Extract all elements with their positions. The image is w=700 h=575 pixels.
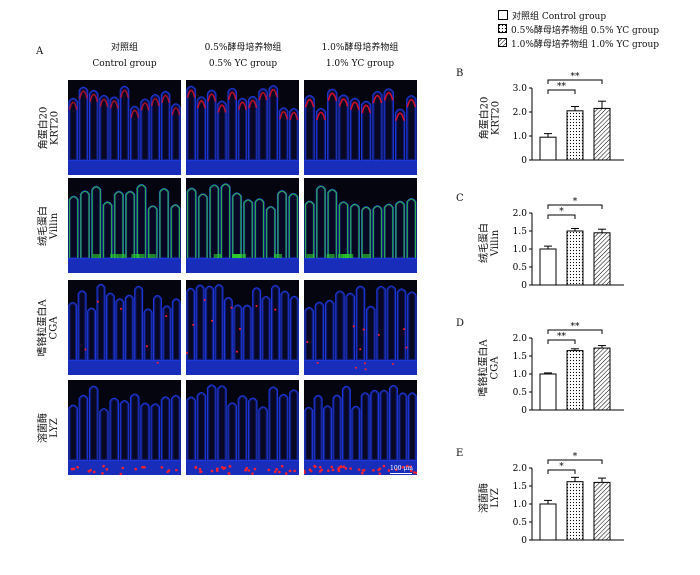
y-tick-label: 2.0 (513, 108, 528, 118)
micrograph-lyz-2 (304, 380, 417, 475)
micrograph-villin-2 (304, 178, 417, 273)
significance-label: ** (557, 332, 567, 342)
micrograph-villin-1 (186, 178, 299, 273)
y-tick-label: 1.5 (513, 482, 528, 492)
y-tick-label: 3.0 (513, 84, 528, 94)
row-label-cga: 嗜铬粒蛋白A CGA (38, 298, 61, 357)
y-tick-label: 0 (521, 156, 527, 166)
significance-label: * (559, 207, 564, 217)
significance-bracket (547, 329, 603, 334)
chart-letter: E (456, 448, 464, 459)
significance-label: * (573, 452, 578, 462)
row-label-lyz: 溶菌酶 LYZ (38, 412, 60, 443)
y-tick-label: 0 (521, 536, 527, 546)
legend-item-control: 对照组 Control group (498, 8, 659, 22)
bar-control (539, 248, 557, 286)
y-tick-label: 1.0 (513, 500, 528, 510)
bar-05yc (566, 230, 584, 286)
significance-bracket (547, 214, 576, 219)
panel-a-letter: A (36, 46, 44, 57)
bar-05yc (566, 481, 584, 541)
y-tick-label: 0.5 (513, 518, 528, 528)
y-tick-label: 0.5 (513, 263, 528, 273)
y-tick-label: 1.0 (513, 370, 528, 380)
bar-control (539, 503, 557, 541)
y-tick-label: 1.5 (513, 227, 528, 237)
significance-bracket (547, 469, 576, 474)
significance-bracket (547, 459, 603, 464)
chart-b: B 角蛋白20 KRT20 0 1.0 2.0 3.0 ** ** (456, 68, 658, 170)
bar-10yc (593, 347, 611, 411)
y-tick-label: 0.5 (513, 388, 528, 398)
legend-swatch-dots (498, 24, 507, 33)
y-tick-label: 0 (521, 406, 527, 416)
row-label-villin: 绒毛蛋白 Villin (38, 205, 60, 246)
significance-label: ** (571, 72, 581, 82)
micrograph-villin-0 (68, 178, 181, 273)
y-tick-label: 1.0 (513, 132, 528, 142)
y-tick-label: 2.0 (513, 334, 528, 344)
chart-letter: D (456, 318, 465, 329)
legend-item-10yc: 1.0%酵母培养物组 1.0% YC group (498, 36, 659, 50)
significance-bracket (547, 204, 603, 209)
chart-letter: C (456, 193, 464, 204)
bar-control (539, 136, 557, 161)
y-tick-label: 2.0 (513, 464, 528, 474)
column-header-control: 对照组 Control group (92, 43, 157, 69)
y-tick-label: 0 (521, 281, 527, 291)
legend-item-05yc: 0.5%酵母培养物组 0.5% YC group (498, 22, 659, 36)
bar-05yc (566, 110, 584, 161)
chart-letter: B (456, 68, 464, 79)
micrograph-krt20-0 (68, 80, 181, 175)
significance-bracket (547, 79, 603, 84)
micrograph-krt20-2 (304, 80, 417, 175)
chart-e: E 溶菌酶 LYZ 0 0.5 1.0 1.5 2.0 * * (456, 448, 658, 550)
significance-label: ** (571, 322, 581, 332)
y-tick-label: 2.0 (513, 209, 528, 219)
scale-bar: 100 μm (390, 465, 413, 474)
column-header-10yc: 1.0%酵母培养物组 1.0% YC group (321, 43, 399, 69)
chart-c: C 绒毛蛋白 Villin 0 0.5 1.0 1.5 2.0 * * (456, 193, 658, 295)
micrograph-cga-1 (186, 280, 299, 375)
bar-control (539, 373, 557, 411)
legend: 对照组 Control group 0.5%酵母培养物组 0.5% YC gro… (498, 8, 659, 50)
micrograph-lyz-1 (186, 380, 299, 475)
significance-bracket (547, 89, 576, 94)
micrograph-cga-0 (68, 280, 181, 375)
bar-10yc (593, 481, 611, 541)
row-label-krt20: 角蛋白20 KRT20 (38, 106, 61, 149)
column-header-05yc: 0.5%酵母培养物组 0.5% YC group (204, 43, 282, 69)
significance-label: * (559, 462, 564, 472)
y-tick-label: 1.0 (513, 245, 528, 255)
legend-swatch-plain (498, 10, 508, 20)
y-tick-label: 1.5 (513, 352, 528, 362)
micrograph-cga-2 (304, 280, 417, 375)
micrograph-lyz-0 (68, 380, 181, 475)
chart-d: D 嗜铬粒蛋白A CGA 0 0.5 1.0 1.5 2.0 ** ** (456, 318, 658, 420)
legend-swatch-hatch (498, 38, 507, 47)
significance-bracket (547, 339, 576, 344)
micrograph-krt20-1 (186, 80, 299, 175)
bar-05yc (566, 350, 584, 411)
bar-10yc (593, 107, 611, 161)
significance-label: * (573, 197, 578, 207)
significance-label: ** (557, 82, 567, 92)
bar-10yc (593, 232, 611, 286)
